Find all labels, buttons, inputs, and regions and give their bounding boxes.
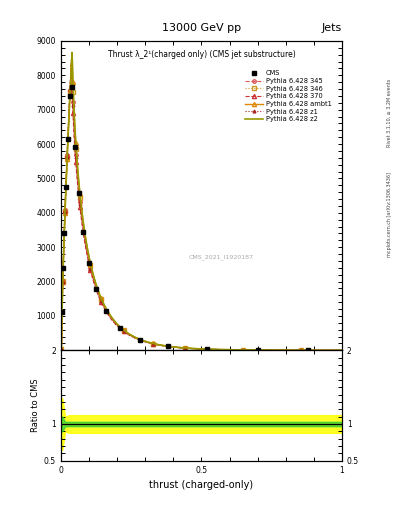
CMS bbox=[68, 93, 72, 99]
Text: Jets: Jets bbox=[321, 23, 342, 33]
Pythia 6.428 z2 bbox=[59, 346, 64, 352]
CMS bbox=[255, 347, 260, 353]
Pythia 6.428 370 bbox=[136, 336, 141, 343]
Pythia 6.428 346 bbox=[64, 168, 69, 174]
Pythia 6.428 z2 bbox=[100, 297, 105, 303]
Pythia 6.428 ambt1 bbox=[70, 51, 74, 57]
Line: Pythia 6.428 z2: Pythia 6.428 z2 bbox=[61, 52, 342, 350]
Pythia 6.428 z1 bbox=[61, 279, 65, 285]
CMS bbox=[118, 325, 122, 331]
Pythia 6.428 z1 bbox=[82, 233, 86, 239]
Pythia 6.428 345 bbox=[61, 278, 65, 284]
Pythia 6.428 346 bbox=[340, 347, 344, 353]
Pythia 6.428 z2 bbox=[70, 49, 74, 55]
Pythia 6.428 z1 bbox=[64, 168, 69, 175]
Pythia 6.428 370 bbox=[79, 213, 83, 219]
Pythia 6.428 345 bbox=[79, 208, 83, 215]
CMS bbox=[60, 309, 64, 315]
Pythia 6.428 370 bbox=[340, 347, 344, 353]
CMS bbox=[137, 337, 142, 343]
Pythia 6.428 z1 bbox=[340, 347, 344, 353]
Pythia 6.428 346 bbox=[136, 336, 141, 342]
Pythia 6.428 ambt1 bbox=[100, 297, 105, 304]
Pythia 6.428 345 bbox=[340, 347, 344, 353]
Pythia 6.428 z2 bbox=[340, 347, 344, 353]
CMS bbox=[86, 260, 91, 266]
Text: Rivet 3.1.10, ≥ 3.2M events: Rivet 3.1.10, ≥ 3.2M events bbox=[387, 78, 392, 147]
Pythia 6.428 346 bbox=[61, 279, 65, 285]
Pythia 6.428 346 bbox=[79, 204, 83, 210]
Line: Pythia 6.428 346: Pythia 6.428 346 bbox=[59, 54, 343, 352]
Pythia 6.428 z2 bbox=[64, 169, 69, 175]
CMS bbox=[165, 344, 170, 350]
Line: Pythia 6.428 ambt1: Pythia 6.428 ambt1 bbox=[59, 52, 344, 352]
CMS bbox=[61, 265, 66, 271]
Text: CMS_2021_I1920187: CMS_2021_I1920187 bbox=[189, 254, 253, 261]
Pythia 6.428 z1 bbox=[100, 300, 105, 306]
CMS bbox=[76, 189, 81, 196]
CMS bbox=[306, 347, 310, 353]
Pythia 6.428 ambt1 bbox=[61, 279, 65, 285]
Pythia 6.428 ambt1 bbox=[136, 336, 141, 342]
Pythia 6.428 370 bbox=[100, 301, 105, 307]
Pythia 6.428 370 bbox=[82, 236, 86, 242]
Text: 13000 GeV pp: 13000 GeV pp bbox=[162, 23, 241, 33]
Pythia 6.428 370 bbox=[59, 346, 64, 352]
Pythia 6.428 345 bbox=[82, 231, 86, 238]
CMS bbox=[103, 308, 108, 314]
Text: mcplots.cern.ch [arXiv:1306.3436]: mcplots.cern.ch [arXiv:1306.3436] bbox=[387, 173, 392, 258]
Pythia 6.428 ambt1 bbox=[79, 201, 83, 207]
Legend: CMS, Pythia 6.428 345, Pythia 6.428 346, Pythia 6.428 370, Pythia 6.428 ambt1, P: CMS, Pythia 6.428 345, Pythia 6.428 346,… bbox=[243, 69, 333, 124]
Pythia 6.428 z1 bbox=[59, 346, 64, 352]
Pythia 6.428 346 bbox=[100, 298, 105, 305]
CMS bbox=[73, 143, 77, 150]
Pythia 6.428 370 bbox=[61, 278, 65, 284]
Pythia 6.428 346 bbox=[82, 228, 86, 234]
Y-axis label: Ratio to CMS: Ratio to CMS bbox=[31, 379, 40, 432]
Text: Thrust λ_2¹(charged only) (CMS jet substructure): Thrust λ_2¹(charged only) (CMS jet subst… bbox=[108, 50, 295, 59]
Line: Pythia 6.428 370: Pythia 6.428 370 bbox=[59, 63, 344, 352]
CMS bbox=[94, 286, 98, 292]
Pythia 6.428 346 bbox=[59, 346, 64, 352]
Pythia 6.428 345 bbox=[100, 300, 105, 306]
Pythia 6.428 z2 bbox=[61, 279, 65, 285]
CMS bbox=[70, 83, 75, 90]
CMS bbox=[64, 184, 68, 190]
CMS bbox=[66, 136, 70, 142]
X-axis label: thrust (charged-only): thrust (charged-only) bbox=[149, 480, 253, 490]
Pythia 6.428 z1 bbox=[136, 336, 141, 343]
Line: CMS: CMS bbox=[60, 85, 310, 352]
CMS bbox=[62, 229, 67, 236]
Pythia 6.428 345 bbox=[59, 346, 64, 352]
Pythia 6.428 ambt1 bbox=[340, 347, 344, 353]
Pythia 6.428 z1 bbox=[79, 210, 83, 216]
Pythia 6.428 370 bbox=[69, 62, 73, 68]
Line: Pythia 6.428 345: Pythia 6.428 345 bbox=[59, 58, 343, 352]
CMS bbox=[81, 229, 86, 235]
Pythia 6.428 346 bbox=[69, 53, 74, 59]
Pythia 6.428 370 bbox=[64, 166, 69, 172]
CMS bbox=[205, 346, 209, 352]
Pythia 6.428 z1 bbox=[69, 60, 74, 66]
Pythia 6.428 ambt1 bbox=[82, 226, 86, 232]
Pythia 6.428 ambt1 bbox=[64, 170, 69, 176]
Pythia 6.428 345 bbox=[64, 166, 69, 173]
Pythia 6.428 345 bbox=[69, 57, 74, 63]
Pythia 6.428 z2 bbox=[82, 225, 86, 231]
Pythia 6.428 z2 bbox=[136, 335, 141, 342]
Pythia 6.428 z2 bbox=[79, 200, 83, 206]
Pythia 6.428 345 bbox=[136, 336, 141, 342]
Pythia 6.428 ambt1 bbox=[59, 346, 64, 352]
Line: Pythia 6.428 z1: Pythia 6.428 z1 bbox=[60, 61, 343, 352]
